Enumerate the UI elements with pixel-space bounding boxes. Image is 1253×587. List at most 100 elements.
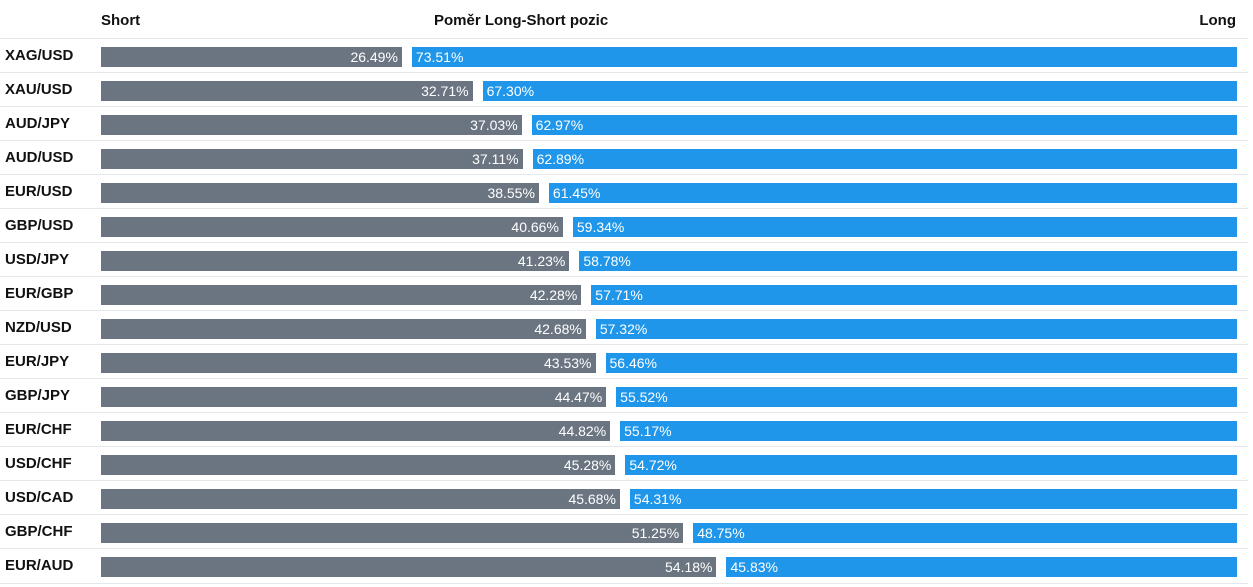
short-bar <box>101 557 717 577</box>
long-bar <box>595 319 1237 339</box>
short-bar <box>101 285 582 305</box>
long-value-label: 59.34% <box>576 219 625 235</box>
short-bar <box>101 523 684 543</box>
short-bar <box>101 149 523 169</box>
chart-row: USD/CAD 45.68% 54.31% <box>0 480 1248 515</box>
long-value-label: 55.17% <box>624 423 672 439</box>
long-value-label: 55.52% <box>620 389 668 405</box>
short-value-label: 45.68% <box>568 491 616 507</box>
short-value-label: 40.66% <box>511 219 559 235</box>
short-value-label: 37.03% <box>470 117 518 133</box>
pair-label: EUR/AUD <box>5 557 74 574</box>
pair-label: GBP/USD <box>5 217 74 234</box>
chart-row: XAG/USD 26.49% 73.51% <box>0 38 1248 73</box>
short-bar <box>101 47 402 67</box>
long-value-label: 48.75% <box>697 525 745 541</box>
chart-row: EUR/GBP 42.28% 57.71% <box>0 276 1248 311</box>
short-value-label: 43.53% <box>544 355 592 371</box>
short-value-label: 37.11% <box>472 151 519 167</box>
long-value-label: 45.83% <box>730 559 778 575</box>
pair-label: GBP/CHF <box>5 523 73 540</box>
long-bar <box>605 353 1237 373</box>
long-bar <box>531 115 1237 135</box>
long-bar <box>482 81 1237 101</box>
pair-label: EUR/USD <box>5 183 73 200</box>
pair-label: EUR/GBP <box>5 285 74 302</box>
short-value-label: 44.47% <box>554 389 603 405</box>
long-bar <box>591 285 1237 305</box>
long-bar <box>616 387 1237 407</box>
short-bar <box>101 81 473 101</box>
short-bar <box>101 353 596 373</box>
pair-label: AUD/USD <box>5 149 74 166</box>
long-bar <box>411 47 1237 67</box>
short-bar <box>101 455 616 475</box>
short-bar <box>101 387 607 407</box>
chart-row: EUR/USD 38.55% 61.45% <box>0 174 1248 209</box>
pair-label: USD/CHF <box>5 455 72 472</box>
short-bar <box>101 183 539 203</box>
long-value-label: 57.71% <box>595 287 643 303</box>
chart-row: GBP/USD 40.66% 59.34% <box>0 208 1248 243</box>
long-bar <box>532 149 1237 169</box>
pair-label: NZD/USD <box>5 319 72 336</box>
short-bar <box>101 217 563 237</box>
long-value-label: 57.32% <box>599 321 648 337</box>
chart-row: EUR/JPY 43.53% 56.46% <box>0 344 1248 379</box>
pair-label: USD/JPY <box>5 251 70 268</box>
chart-row: AUD/USD 37.11% 62.89% <box>0 140 1248 175</box>
long-value-label: 56.46% <box>609 355 657 371</box>
pair-label: XAU/USD <box>5 81 73 98</box>
chart-row: NZD/USD 42.68% 57.32% <box>0 310 1248 345</box>
short-bar <box>101 421 611 441</box>
pair-label: AUD/JPY <box>5 115 71 132</box>
long-value-label: 54.72% <box>629 457 677 473</box>
chart-row: GBP/CHF 51.25% 48.75% <box>0 514 1248 549</box>
long-header: Long <box>1199 12 1236 29</box>
long-bar <box>726 557 1237 577</box>
short-bar <box>101 319 586 339</box>
long-value-label: 61.45% <box>552 185 601 201</box>
chart-title: Poměr Long-Short pozic <box>434 12 609 29</box>
chart-row: AUD/JPY 37.03% 62.97% <box>0 106 1248 141</box>
long-value-label: 62.89% <box>536 151 585 167</box>
chart-row: USD/JPY 41.23% 58.78% <box>0 242 1248 277</box>
short-value-label: 42.68% <box>534 321 582 337</box>
chart-row: GBP/JPY 44.47% 55.52% <box>0 378 1248 413</box>
short-header: Short <box>101 12 141 29</box>
long-bar <box>548 183 1237 203</box>
long-bar <box>579 251 1237 271</box>
pair-label: EUR/JPY <box>5 353 70 370</box>
pair-label: GBP/JPY <box>5 387 71 404</box>
chart-row: EUR/AUD 54.18% 45.83% <box>0 548 1248 584</box>
short-value-label: 32.71% <box>421 83 469 99</box>
short-value-label: 38.55% <box>487 185 535 201</box>
long-bar <box>620 421 1237 441</box>
short-value-label: 26.49% <box>350 49 398 65</box>
long-value-label: 73.51% <box>415 49 464 65</box>
long-bar <box>629 489 1237 509</box>
long-bar <box>625 455 1237 475</box>
long-bar <box>693 523 1237 543</box>
long-bar <box>572 217 1237 237</box>
chart-row: EUR/CHF 44.82% 55.17% <box>0 412 1248 447</box>
short-value-label: 42.28% <box>529 287 578 303</box>
long-value-label: 54.31% <box>633 491 682 507</box>
short-value-label: 41.23% <box>517 253 566 269</box>
short-value-label: 54.18% <box>665 559 713 575</box>
short-value-label: 44.82% <box>558 423 607 439</box>
pair-label: EUR/CHF <box>5 421 72 438</box>
short-bar <box>101 115 522 135</box>
chart-row: USD/CHF 45.28% 54.72% <box>0 446 1248 481</box>
short-value-label: 45.28% <box>563 457 612 473</box>
pair-label: USD/CAD <box>5 489 74 506</box>
short-bar <box>101 251 570 271</box>
long-value-label: 67.30% <box>486 83 535 99</box>
pair-label: XAG/USD <box>5 47 74 64</box>
short-value-label: 51.25% <box>631 525 680 541</box>
long-value-label: 62.97% <box>535 117 584 133</box>
long-value-label: 58.78% <box>583 253 631 269</box>
chart-row: XAU/USD 32.71% 67.30% <box>0 72 1248 107</box>
short-bar <box>101 489 620 509</box>
